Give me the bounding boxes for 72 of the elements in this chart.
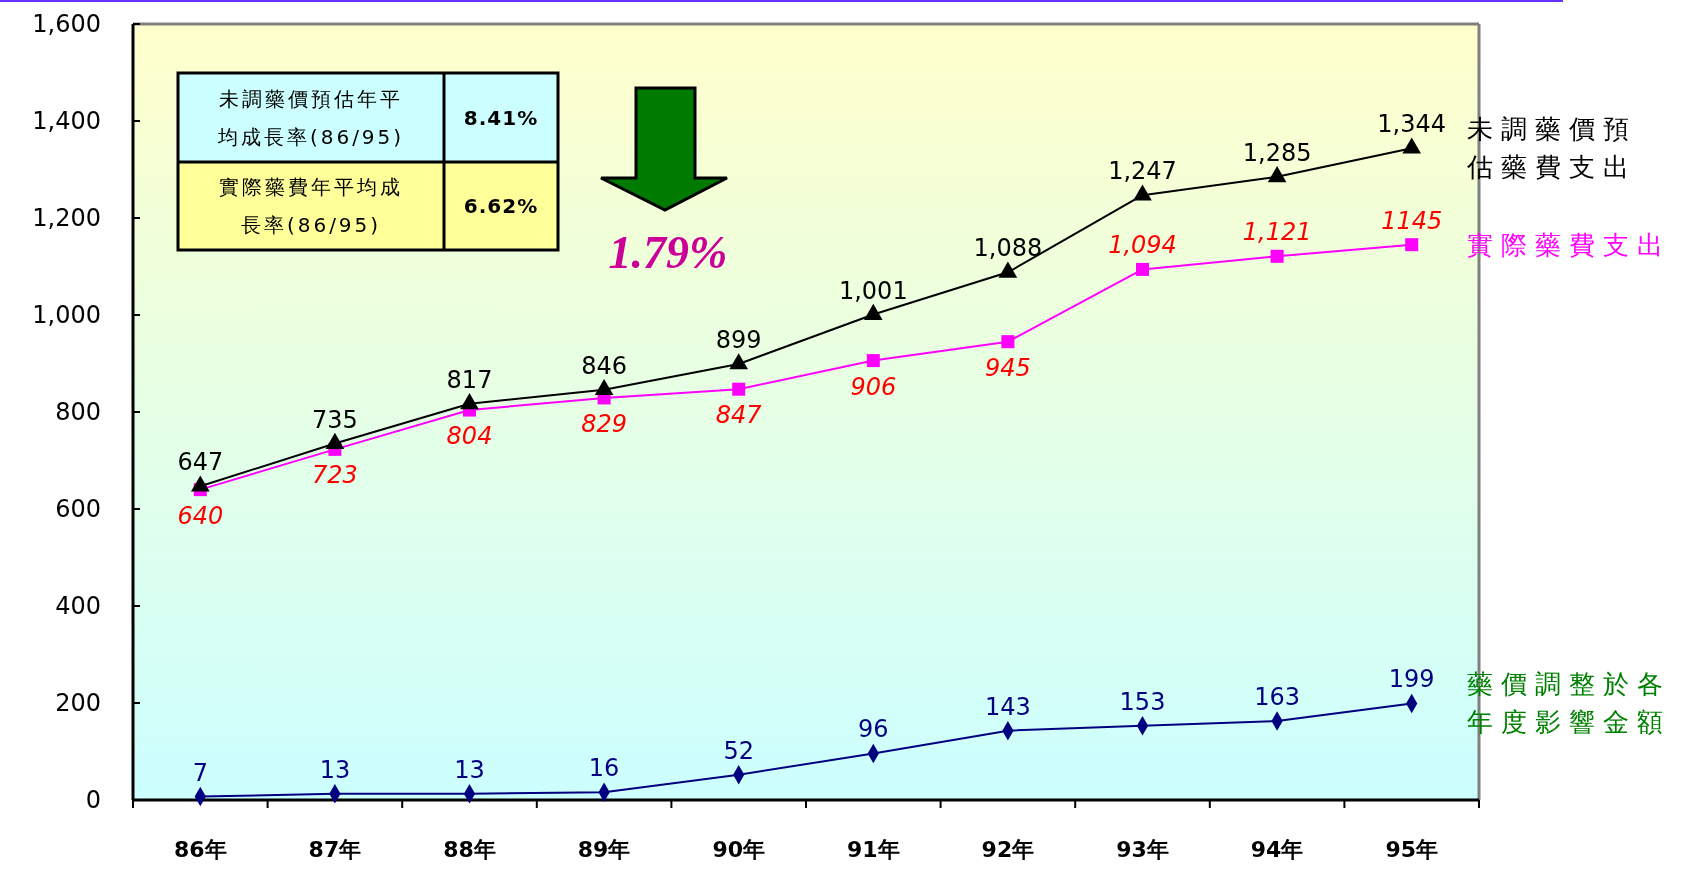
annotation: 實際藥費年平均成長率(86/95) — [219, 175, 403, 237]
point — [998, 261, 1018, 278]
data-label: 1,121 — [1242, 218, 1312, 247]
point — [866, 354, 880, 368]
data-label: 1,344 — [1377, 110, 1447, 139]
point — [1267, 166, 1287, 183]
data-label: 1,088 — [973, 234, 1043, 263]
data-label: 945 — [984, 353, 1031, 382]
annotation: 6.62% — [463, 194, 539, 218]
point — [460, 393, 479, 410]
annotation: 未調藥價預估年平均成長率(86/95) — [216, 86, 405, 149]
point — [1133, 184, 1152, 201]
x-tick-label: 86年 — [173, 837, 227, 862]
point — [190, 475, 210, 492]
point — [325, 432, 345, 449]
x-tick-label: 93年 — [1116, 837, 1169, 862]
data-label: 847 — [715, 401, 763, 430]
data-label: 199 — [1388, 665, 1435, 694]
y-tick-label: 200 — [55, 689, 101, 718]
series-label: 藥價調整於各年度影響金額 — [1467, 669, 1671, 738]
point — [1135, 262, 1150, 276]
point — [732, 382, 746, 396]
data-label: 1145 — [1381, 206, 1443, 235]
data-label: 804 — [446, 422, 493, 451]
data-label: 163 — [1254, 682, 1301, 711]
data-label: 16 — [588, 754, 620, 783]
data-label: 1,285 — [1242, 138, 1312, 167]
data-label: 13 — [319, 755, 351, 784]
series-label: 實際藥費支出 — [1467, 229, 1671, 260]
data-label: 647 — [177, 448, 224, 477]
x-tick-label: 90年 — [712, 837, 766, 862]
data-label: 846 — [581, 351, 628, 380]
x-tick-label: 95年 — [1385, 837, 1439, 862]
data-label: 52 — [723, 736, 754, 765]
x-tick-label: 91年 — [846, 837, 900, 862]
point — [1270, 249, 1284, 263]
data-label: 96 — [858, 715, 889, 744]
x-tick-label: 87年 — [308, 837, 362, 862]
y-tick-label: 400 — [55, 592, 101, 621]
y-tick-label: 800 — [55, 398, 101, 427]
point — [1402, 137, 1422, 154]
data-label: 1,094 — [1108, 231, 1177, 260]
data-label: 735 — [311, 405, 358, 434]
data-label: 7 — [192, 758, 208, 787]
y-tick-label: 1,600 — [32, 10, 101, 39]
point — [729, 353, 749, 370]
data-label: 1,247 — [1108, 157, 1177, 186]
data-label: 13 — [454, 755, 485, 784]
x-tick-label: 89年 — [577, 837, 631, 862]
data-label: 640 — [177, 501, 224, 530]
series-label: 未調藥價預估藥費支出 — [1466, 114, 1637, 183]
y-tick-label: 1,000 — [32, 301, 101, 330]
data-label: 817 — [446, 365, 493, 394]
y-tick-label: 1,400 — [32, 107, 101, 136]
data-label: 143 — [984, 692, 1031, 721]
data-label: 906 — [850, 372, 897, 401]
annotation: 8.41% — [463, 105, 539, 130]
x-tick-label: 92年 — [981, 837, 1035, 862]
point — [594, 378, 614, 396]
data-label: 723 — [311, 461, 358, 490]
data-label: 153 — [1119, 687, 1166, 716]
y-tick-label: 0 — [85, 786, 101, 815]
data-label: 1,001 — [838, 276, 908, 305]
annotation: 1.79% — [608, 227, 728, 278]
x-tick-label: 88年 — [443, 837, 496, 862]
x-tick-label: 94年 — [1250, 837, 1304, 862]
data-label: 899 — [715, 325, 762, 354]
data-label: 829 — [581, 409, 628, 438]
y-tick-label: 600 — [55, 495, 101, 524]
point — [863, 303, 883, 320]
y-tick-label: 1,200 — [32, 204, 101, 233]
point — [1001, 335, 1015, 349]
